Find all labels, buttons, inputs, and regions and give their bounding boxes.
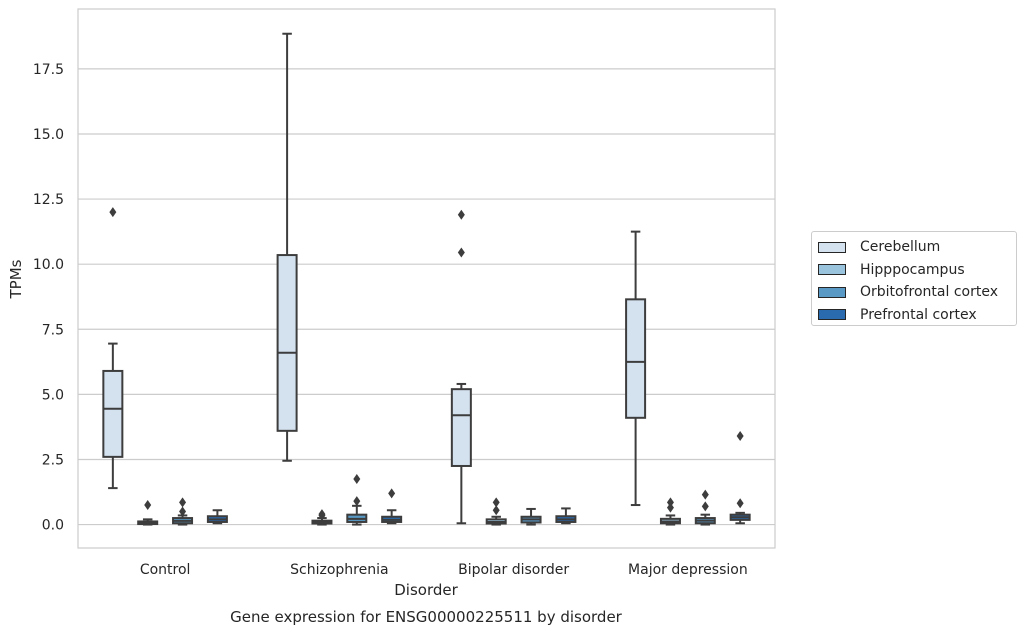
y-tick-label: 15.0 xyxy=(33,127,64,143)
y-tick-label: 17.5 xyxy=(33,62,64,78)
x-tick-label: Control xyxy=(140,562,191,578)
box-control-orbitofrontal-cortex xyxy=(172,497,194,526)
outlier-point xyxy=(144,500,152,511)
legend-swatch xyxy=(818,309,846,321)
box-schizophrenia-hipppocampus xyxy=(311,509,333,526)
grid-lines xyxy=(78,68,775,526)
chart-caption: Gene expression for ENSG00000225511 by d… xyxy=(230,608,623,626)
box-control-hipppocampus xyxy=(137,500,159,526)
y-axis-ticks: 0.0 2.5 5.0 7.5 10.0 12.5 15.0 17.5 xyxy=(33,62,64,534)
outlier-point xyxy=(318,510,326,521)
outlier-point xyxy=(457,247,465,258)
legend-entry: Orbitofrontal cortex xyxy=(818,281,1016,304)
legend-entry: Cerebellum xyxy=(818,236,1016,259)
outlier-point xyxy=(736,498,744,509)
box-schizophrenia-cerebellum xyxy=(276,32,298,462)
box-body xyxy=(450,388,472,467)
outlier-point xyxy=(736,431,744,442)
box-major-depression-hipppocampus xyxy=(659,497,681,526)
legend: Cerebellum Hipppocampus Orbitofrontal cort… xyxy=(811,231,1017,326)
y-tick-label: 10.0 xyxy=(33,257,64,273)
y-tick-label: 12.5 xyxy=(33,192,64,208)
box-control-cerebellum xyxy=(102,207,124,490)
outlier-point xyxy=(666,497,674,508)
legend-label: Hipppocampus xyxy=(860,261,965,278)
legend-entry: Prefrontal cortex xyxy=(818,304,1016,327)
box-control-prefrontal-cortex xyxy=(206,509,228,525)
x-tick-label: Bipolar disorder xyxy=(458,562,569,578)
plot-area-frame xyxy=(77,8,776,549)
outlier-point xyxy=(701,501,709,512)
box-body xyxy=(102,369,124,458)
boxes xyxy=(102,32,751,526)
box-bipolar-disorder-cerebellum xyxy=(450,209,472,525)
legend-swatch xyxy=(818,264,846,276)
y-tick-label: 7.5 xyxy=(42,322,64,338)
x-axis-ticks: Control Schizophrenia Bipolar disorder Majo… xyxy=(140,562,748,578)
y-tick-label: 2.5 xyxy=(42,452,64,468)
legend-label: Cerebellum xyxy=(860,239,941,256)
box-body xyxy=(625,298,647,419)
box-bipolar-disorder-orbitofrontal-cortex xyxy=(520,507,542,526)
box-major-depression-prefrontal-cortex xyxy=(729,431,751,525)
outlier-point xyxy=(109,207,117,218)
box-major-depression-cerebellum xyxy=(625,230,647,507)
legend-swatch xyxy=(818,286,846,298)
y-tick-label: 0.0 xyxy=(42,518,64,534)
outlier-point xyxy=(179,506,187,517)
box-bipolar-disorder-prefrontal-cortex xyxy=(555,507,577,525)
y-axis-label: TPMs xyxy=(7,259,25,299)
legend-swatch xyxy=(818,241,846,253)
outlier-point xyxy=(492,497,500,508)
y-tick-label: 5.0 xyxy=(42,387,64,403)
box-schizophrenia-prefrontal-cortex xyxy=(381,488,403,525)
legend-entry: Hipppocampus xyxy=(818,259,1016,282)
x-tick-label: Major depression xyxy=(628,562,748,578)
box-bipolar-disorder-hipppocampus xyxy=(485,497,507,526)
outlier-point xyxy=(388,488,396,499)
legend-label: Orbitofrontal cortex xyxy=(860,284,998,301)
box-major-depression-orbitofrontal-cortex xyxy=(694,489,716,526)
outlier-point xyxy=(457,209,465,220)
outlier-point xyxy=(179,497,187,508)
outlier-point xyxy=(666,502,674,513)
box-schizophrenia-orbitofrontal-cortex xyxy=(346,473,368,526)
outlier-point xyxy=(353,496,361,507)
legend-label: Prefrontal cortex xyxy=(860,306,977,323)
box-body xyxy=(276,254,298,432)
x-tick-label: Schizophrenia xyxy=(290,562,388,578)
outlier-point xyxy=(701,489,709,500)
outlier-point xyxy=(353,473,361,484)
x-axis-label: Disorder xyxy=(394,581,458,599)
outlier-point xyxy=(492,505,500,516)
